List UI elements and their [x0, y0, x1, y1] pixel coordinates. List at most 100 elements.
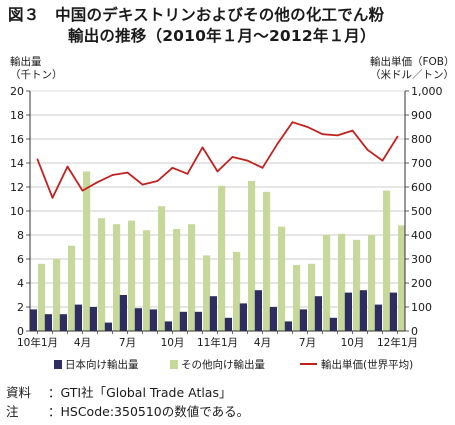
bar-other-7 — [143, 230, 151, 331]
y-left-tick-label: 16 — [10, 133, 24, 146]
bar-other-6 — [128, 220, 136, 331]
price-point-9 — [171, 166, 174, 169]
bar-japan-21 — [344, 292, 352, 331]
price-point-16 — [276, 142, 279, 145]
bar-other-8 — [158, 206, 166, 331]
bar-other-23 — [383, 190, 391, 331]
combo-chart: 0 0 2 100 4 200 6 300 8 400 10 500 12 600 14 700 16 800 18… — [10, 85, 443, 371]
price-point-7 — [141, 183, 144, 186]
x-tick-label: 4月 — [74, 337, 91, 349]
bar-other-0 — [38, 263, 46, 331]
y-left-axis-label: 輸出量 （千トン） — [10, 56, 63, 82]
bar-other-15 — [263, 191, 271, 331]
price-point-24 — [396, 135, 399, 138]
bar-japan-4 — [89, 307, 97, 331]
legend-label-price: 輸出単価(世界平均) — [321, 358, 413, 371]
legend-label-other: その他向け輸出量 — [181, 358, 265, 371]
bar-japan-5 — [104, 322, 112, 331]
bar-other-4 — [98, 218, 106, 331]
legend-label-japan: 日本向け輸出量 — [65, 358, 139, 371]
x-tick-label: 7月 — [299, 337, 316, 349]
price-point-20 — [336, 134, 339, 137]
legend-swatch-japan — [54, 360, 62, 369]
bar-japan-8 — [149, 309, 157, 331]
bar-japan-13 — [224, 317, 232, 331]
bar-japan-16 — [269, 307, 277, 331]
bar-other-20 — [338, 233, 346, 331]
bar-other-17 — [293, 265, 301, 331]
x-tick-label: 10年1月 — [17, 336, 58, 349]
y-right-axis-label: 輸出単価（FOB） （米ドル／トン） — [370, 56, 455, 82]
y-right-tick-label: 100 — [411, 301, 432, 314]
price-point-3 — [81, 189, 84, 192]
x-tick-label: 12年1月 — [377, 336, 418, 349]
bar-japan-0 — [29, 309, 37, 331]
y-right-axis-label-line2: （米ドル／トン） — [370, 69, 454, 81]
y-right-tick-label: 900 — [411, 109, 432, 122]
price-point-2 — [66, 165, 69, 168]
bar-japan-15 — [254, 290, 262, 331]
bar-other-21 — [353, 239, 361, 331]
bar-japan-12 — [209, 296, 217, 331]
y-left-axis-label-line1: 輸出量 — [10, 56, 42, 68]
y-right-tick-label: 400 — [411, 229, 432, 242]
price-point-21 — [351, 129, 354, 132]
bar-japan-14 — [239, 303, 247, 331]
y-right-tick-label: 300 — [411, 253, 432, 266]
bar-japan-11 — [194, 311, 202, 331]
bar-other-16 — [278, 226, 286, 331]
price-point-19 — [321, 133, 324, 136]
legend-swatch-other — [170, 360, 178, 369]
y-left-tick-label: 8 — [17, 229, 24, 242]
source-note: 資料 ：GTI社「Global Trade Atlas」 — [6, 385, 231, 401]
price-point-4 — [96, 181, 99, 184]
note-label: 注 — [6, 404, 19, 419]
x-tick-label: 10月 — [341, 337, 365, 349]
bar-japan-2 — [59, 314, 67, 331]
y-left-tick-label: 6 — [17, 253, 24, 266]
bar-other-10 — [188, 224, 196, 331]
bar-other-13 — [233, 251, 241, 331]
price-point-17 — [291, 121, 294, 124]
bar-japan-17 — [284, 321, 292, 331]
x-tick-label: 10月 — [161, 337, 185, 349]
bar-japan-22 — [359, 290, 367, 331]
bar-other-3 — [83, 171, 91, 331]
bar-other-19 — [323, 235, 331, 331]
bar-other-22 — [368, 235, 376, 331]
y-right-tick-label: 0 — [411, 325, 418, 338]
bar-other-1 — [53, 259, 61, 331]
y-right-tick-label: 800 — [411, 133, 432, 146]
bar-other-11 — [203, 255, 211, 331]
bar-japan-10 — [179, 311, 187, 331]
y-right-axis-label-line1: 輸出単価（FOB） — [370, 56, 455, 68]
y-left-tick-label: 20 — [10, 85, 24, 98]
y-left-tick-label: 10 — [10, 205, 24, 218]
bar-japan-9 — [164, 321, 172, 331]
source-text: ：GTI社「Global Trade Atlas」 — [48, 385, 232, 400]
price-point-10 — [186, 172, 189, 175]
bar-other-9 — [173, 229, 181, 331]
price-point-23 — [381, 159, 384, 162]
y-left-tick-label: 4 — [17, 277, 24, 290]
price-point-13 — [231, 156, 234, 158]
bar-japan-20 — [329, 317, 337, 331]
y-right-tick-label: 600 — [411, 181, 432, 194]
chart-title-line2: 輸出の推移（2010年１月～2012年１月） — [68, 27, 376, 45]
bar-japan-7 — [134, 308, 142, 331]
y-right-tick-label: 1,000 — [411, 85, 443, 98]
price-point-1 — [51, 196, 54, 199]
y-left-tick-label: 2 — [17, 301, 24, 314]
price-point-0 — [36, 158, 39, 161]
bar-other-14 — [248, 181, 256, 331]
y-left-tick-label: 0 — [17, 325, 24, 338]
note-text: ：HSCode:350510の数値である。 — [48, 404, 250, 419]
bar-other-18 — [308, 263, 316, 331]
price-point-15 — [261, 166, 264, 169]
chart-title-line1: 図３ 中国のデキストリンおよびその他の化工でん粉 — [8, 6, 385, 24]
price-line — [36, 121, 399, 199]
bar-japan-23 — [374, 304, 382, 331]
bar-japan-1 — [44, 314, 52, 331]
y-left-tick-label: 14 — [10, 157, 24, 170]
x-tick-label: 11年1月 — [197, 336, 238, 349]
